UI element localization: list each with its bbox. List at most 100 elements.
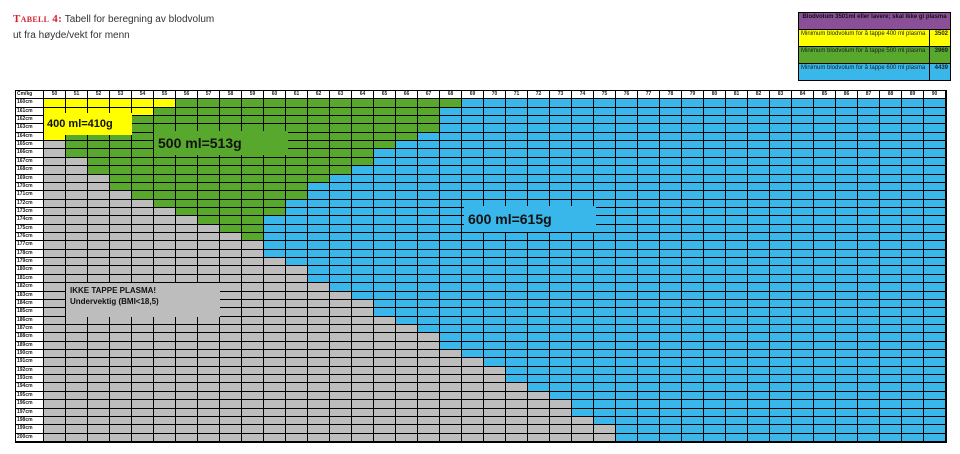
grid-cell — [132, 324, 154, 334]
grid-cell — [330, 425, 352, 434]
grid-cell — [902, 124, 924, 133]
grid-cell — [616, 375, 638, 384]
grid-cell — [44, 182, 66, 192]
grid-cell — [396, 182, 418, 192]
grid-cell — [154, 333, 176, 342]
grid-cell — [198, 333, 220, 342]
grid-cell — [902, 258, 924, 267]
grid-cell — [814, 274, 836, 284]
grid-cell — [396, 416, 418, 426]
grid-cell — [814, 241, 836, 250]
grid-cell — [572, 316, 594, 325]
grid-cell — [528, 107, 550, 117]
grid-cell — [660, 249, 682, 259]
grid-cell — [462, 375, 484, 384]
grid-cell — [330, 124, 352, 133]
grid-cell — [858, 408, 880, 417]
grid-cell — [286, 316, 308, 325]
grid-cell — [220, 341, 242, 351]
grid-cell — [638, 266, 660, 275]
grid-cell — [902, 375, 924, 384]
grid-cell — [726, 433, 748, 442]
grid-cell — [374, 182, 396, 192]
grid-cell — [814, 166, 836, 175]
height-row-header: 195cm — [16, 391, 44, 401]
grid-cell — [198, 425, 220, 434]
grid-cell — [418, 375, 440, 384]
grid-cell — [374, 391, 396, 401]
grid-cell — [374, 233, 396, 242]
grid-cell — [352, 391, 374, 401]
grid-cell — [440, 333, 462, 342]
grid-cell — [440, 291, 462, 300]
grid-cell — [286, 383, 308, 392]
grid-cell — [594, 308, 616, 317]
grid-cell — [924, 408, 946, 417]
grid-cell — [792, 191, 814, 200]
grid-cell — [352, 341, 374, 351]
grid-cell — [660, 241, 682, 250]
grid-cell — [550, 333, 572, 342]
grid-cell — [110, 241, 132, 250]
grid-cell — [528, 366, 550, 376]
grid-cell — [132, 157, 154, 167]
grid-cell — [374, 358, 396, 367]
grid-cell — [550, 366, 572, 376]
grid-cell — [220, 182, 242, 192]
grid-cell — [352, 400, 374, 409]
grid-cell — [572, 375, 594, 384]
grid-cell — [770, 425, 792, 434]
height-row-header: 177cm — [16, 241, 44, 250]
grid-cell — [814, 333, 836, 342]
grid-cell — [572, 341, 594, 351]
grid-cell — [198, 233, 220, 242]
grid-cell — [484, 141, 506, 150]
grid-cell — [374, 408, 396, 417]
grid-cell — [352, 358, 374, 367]
grid-cell — [792, 291, 814, 300]
grid-cell — [660, 283, 682, 292]
grid-cell — [110, 358, 132, 367]
grid-cell — [198, 174, 220, 183]
grid-cell — [176, 274, 198, 284]
grid-cell — [682, 366, 704, 376]
grid-cell — [462, 408, 484, 417]
grid-cell — [396, 391, 418, 401]
grid-cell — [880, 149, 902, 158]
grid-cell — [264, 191, 286, 200]
grid-cell — [242, 283, 264, 292]
grid-cell — [726, 149, 748, 158]
grid-cell — [462, 149, 484, 158]
grid-cell — [132, 224, 154, 234]
grid-cell — [726, 132, 748, 142]
grid-cell — [550, 316, 572, 325]
grid-cell — [396, 433, 418, 442]
grid-cell — [88, 266, 110, 275]
grid-cell — [616, 149, 638, 158]
grid-cell — [682, 299, 704, 309]
grid-cell — [462, 274, 484, 284]
grid-cell — [132, 350, 154, 359]
grid-cell — [440, 182, 462, 192]
grid-cell — [132, 333, 154, 342]
grid-cell — [352, 350, 374, 359]
grid-cell — [836, 258, 858, 267]
grid-cell — [88, 224, 110, 234]
grid-cell — [814, 149, 836, 158]
grid-cell — [440, 99, 462, 108]
grid-cell — [616, 199, 638, 208]
grid-cell — [616, 341, 638, 351]
grid-cell — [88, 391, 110, 401]
grid-cell — [374, 116, 396, 125]
grid-cell — [88, 408, 110, 417]
zone-label-500: 500 ml=513g — [154, 131, 288, 155]
grid-cell — [308, 308, 330, 317]
grid-cell — [132, 425, 154, 434]
grid-cell — [638, 149, 660, 158]
grid-cell — [66, 350, 88, 359]
grid-cell — [814, 233, 836, 242]
grid-cell — [286, 308, 308, 317]
grid-cell — [66, 149, 88, 158]
grid-cell — [638, 274, 660, 284]
grid-cell — [440, 274, 462, 284]
